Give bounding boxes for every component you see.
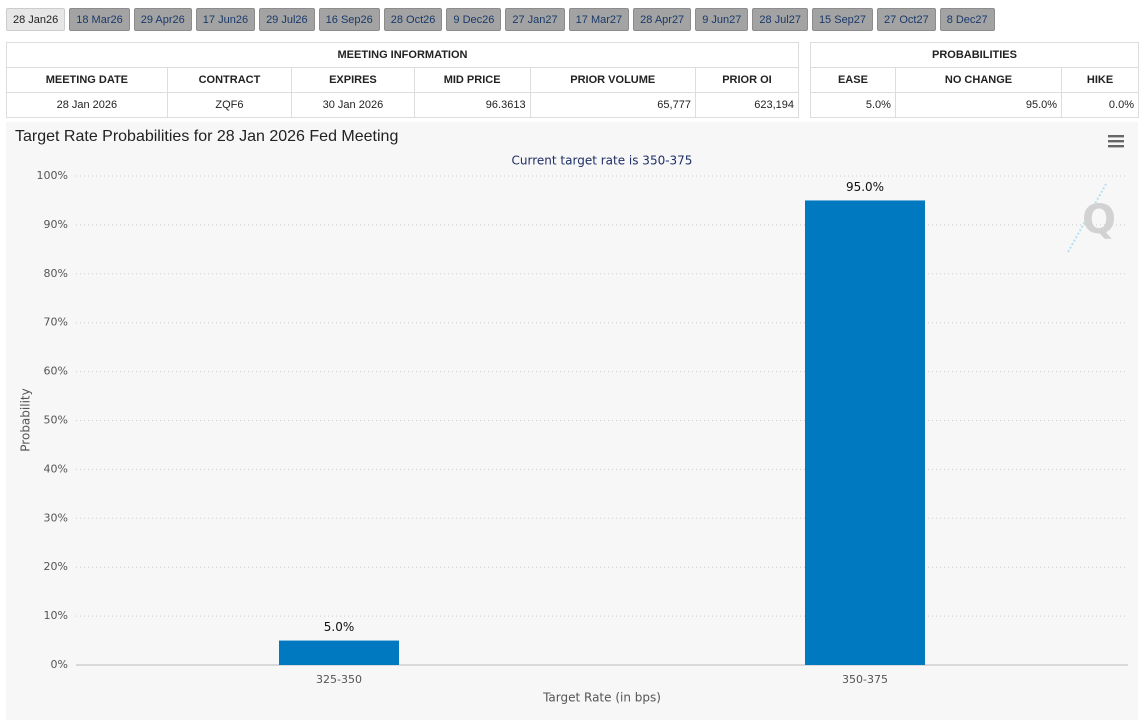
x-tick-label: 350-375 bbox=[842, 673, 888, 686]
cell: 30 Jan 2026 bbox=[291, 92, 415, 118]
tab[interactable]: 16 Sep26 bbox=[318, 8, 380, 31]
tab[interactable]: 17 Mar27 bbox=[568, 8, 630, 31]
cell: 623,194 bbox=[694, 92, 800, 118]
y-tick-label: 80% bbox=[44, 267, 68, 280]
tab[interactable]: 28 Jan26 bbox=[6, 8, 66, 31]
y-tick-label: 30% bbox=[44, 511, 68, 524]
x-tick-label: 325-350 bbox=[316, 673, 362, 686]
column-header: NO CHANGE bbox=[894, 67, 1063, 93]
tab[interactable]: 27 Jan27 bbox=[505, 8, 565, 31]
column-header: HIKE bbox=[1061, 67, 1139, 93]
y-tick-label: 70% bbox=[44, 316, 68, 329]
bar bbox=[805, 200, 925, 665]
probabilities-table: PROBABILITIES EASE NO CHANGE HIKE 5.0% 95.0% 0… bbox=[810, 42, 1139, 118]
tab[interactable]: 29 Apr26 bbox=[133, 8, 192, 31]
cell: 28 Jan 2026 bbox=[6, 92, 168, 118]
cell: 5.0% bbox=[810, 92, 896, 118]
y-tick-label: 60% bbox=[44, 365, 68, 378]
tab[interactable]: 27 Oct27 bbox=[877, 8, 936, 31]
cell: 95.0% bbox=[894, 92, 1063, 118]
data-row: 5.0% 95.0% 0.0% bbox=[810, 92, 1139, 118]
bar bbox=[279, 640, 399, 665]
y-tick-label: 100% bbox=[37, 169, 68, 182]
tab-bar: 28 Jan26 18 Mar26 29 Apr26 17 Jun26 29 Jul26… bbox=[6, 8, 995, 31]
value-label: 95.0% bbox=[846, 180, 884, 194]
menu-line bbox=[1108, 145, 1124, 148]
logo-stripe bbox=[1067, 183, 1107, 253]
tab[interactable]: 15 Sep27 bbox=[811, 8, 874, 31]
cell: 0.0% bbox=[1061, 92, 1139, 118]
tab[interactable]: 8 Dec27 bbox=[939, 8, 995, 31]
meeting-table: MEETING INFORMATION MEETING DATE CONTRACT E… bbox=[6, 42, 800, 118]
y-tick-label: 50% bbox=[44, 414, 68, 427]
tab[interactable]: 28 Jul27 bbox=[752, 8, 808, 31]
cell: 65,777 bbox=[529, 92, 696, 118]
tab[interactable]: 29 Jul26 bbox=[259, 8, 315, 31]
chart-title: Target Rate Probabilities for 28 Jan 202… bbox=[15, 128, 398, 145]
column-header: PRIOR VOLUME bbox=[529, 67, 696, 93]
y-tick-label: 20% bbox=[44, 560, 68, 573]
table-title: MEETING INFORMATION bbox=[6, 42, 799, 68]
tab[interactable]: 9 Jun27 bbox=[695, 8, 749, 31]
data-row: 28 Jan 2026 ZQF6 30 Jan 2026 96.3613 65,777 6… bbox=[6, 92, 800, 118]
title-row: PROBABILITIES bbox=[810, 42, 1139, 68]
tab[interactable]: 17 Jun26 bbox=[195, 8, 256, 31]
table-title: PROBABILITIES bbox=[810, 42, 1139, 68]
tab[interactable]: 28 Apr27 bbox=[633, 8, 692, 31]
header-row: EASE NO CHANGE HIKE bbox=[810, 67, 1139, 93]
y-tick-label: 0% bbox=[51, 658, 68, 671]
header-row: MEETING DATE CONTRACT EXPIRES MID PRICE PRIO… bbox=[6, 67, 800, 93]
column-header: MEETING DATE bbox=[6, 67, 168, 93]
tab[interactable]: 9 Dec26 bbox=[446, 8, 502, 31]
y-tick-label: 40% bbox=[44, 462, 68, 475]
column-header: CONTRACT bbox=[166, 67, 293, 93]
tab[interactable]: 18 Mar26 bbox=[69, 8, 130, 31]
column-header: EXPIRES bbox=[291, 67, 415, 93]
title-row: MEETING INFORMATION bbox=[6, 42, 799, 68]
menu-button[interactable] bbox=[1107, 134, 1125, 148]
chart-subtitle: Current target rate is 350-375 bbox=[512, 154, 693, 168]
y-tick-label: 90% bbox=[44, 218, 68, 231]
menu-line bbox=[1108, 140, 1124, 143]
column-header: EASE bbox=[810, 67, 896, 93]
tab[interactable]: 28 Oct26 bbox=[383, 8, 443, 31]
x-axis-title: Target Rate (in bps) bbox=[542, 691, 661, 705]
logo-letter: Q bbox=[1082, 197, 1116, 243]
y-axis-title: Probability bbox=[19, 388, 33, 451]
cell: 96.3613 bbox=[413, 92, 531, 118]
menu-line bbox=[1108, 135, 1124, 138]
cell: ZQF6 bbox=[166, 92, 293, 118]
chart: Target Rate Probabilities for 28 Jan 202… bbox=[6, 122, 1138, 720]
column-header: MID PRICE bbox=[413, 67, 531, 93]
y-tick-label: 10% bbox=[44, 609, 68, 622]
logo: Q bbox=[1067, 183, 1116, 253]
column-header: PRIOR OI bbox=[694, 67, 800, 93]
value-label: 5.0% bbox=[324, 620, 355, 634]
